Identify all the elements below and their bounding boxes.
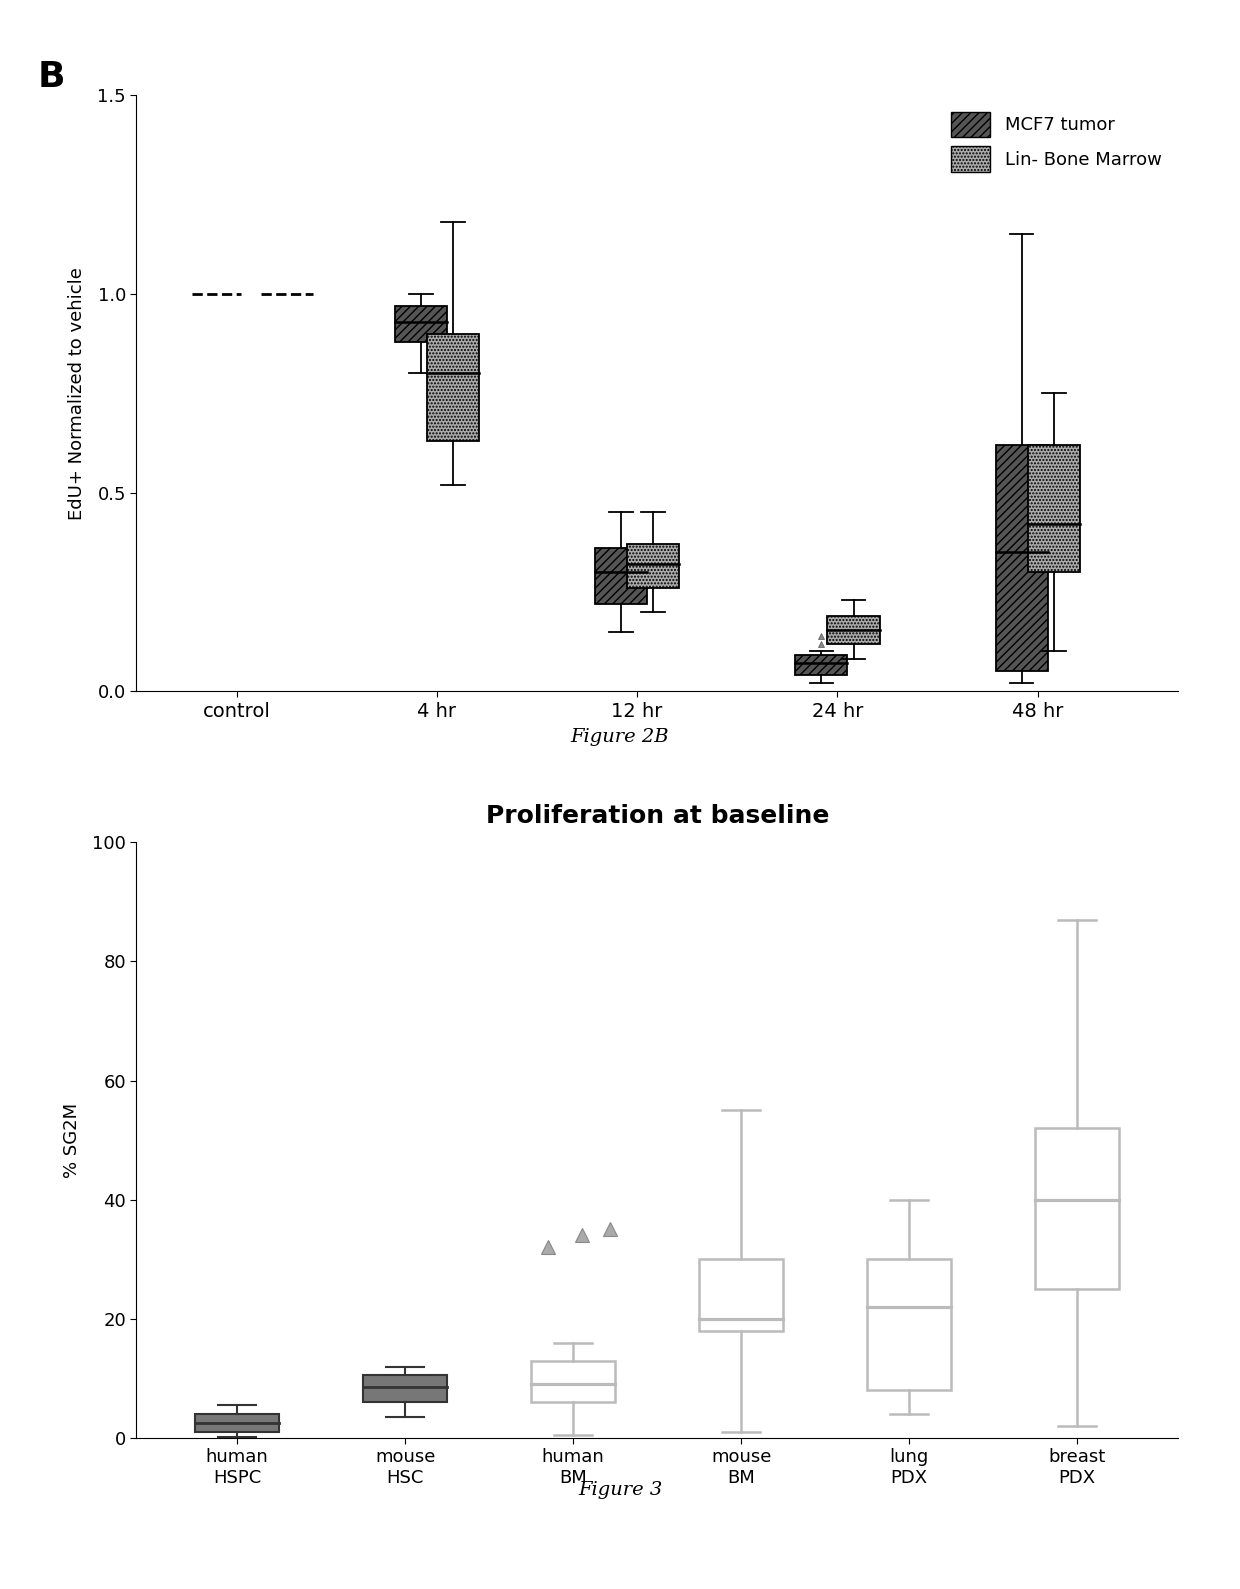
Y-axis label: EdU+ Normalized to vehicle: EdU+ Normalized to vehicle [68,267,87,520]
Legend: MCF7 tumor, Lin- Bone Marrow: MCF7 tumor, Lin- Bone Marrow [944,105,1169,180]
Bar [627,543,680,588]
Bar [1028,445,1080,572]
Bar [595,548,647,604]
Text: Figure 2B: Figure 2B [570,728,670,745]
Y-axis label: % SG2M: % SG2M [63,1103,81,1177]
Bar [996,445,1048,671]
Bar [531,1360,615,1401]
Bar [394,305,446,342]
Text: B: B [37,59,64,94]
Bar [827,615,879,644]
Bar [427,334,479,442]
Bar [195,1414,279,1432]
Bar [1035,1128,1120,1289]
Bar [867,1258,951,1390]
Bar [795,655,847,675]
Bar [363,1376,448,1401]
Title: Proliferation at baseline: Proliferation at baseline [486,804,828,828]
Bar [699,1258,784,1332]
Text: Figure 3: Figure 3 [578,1481,662,1498]
